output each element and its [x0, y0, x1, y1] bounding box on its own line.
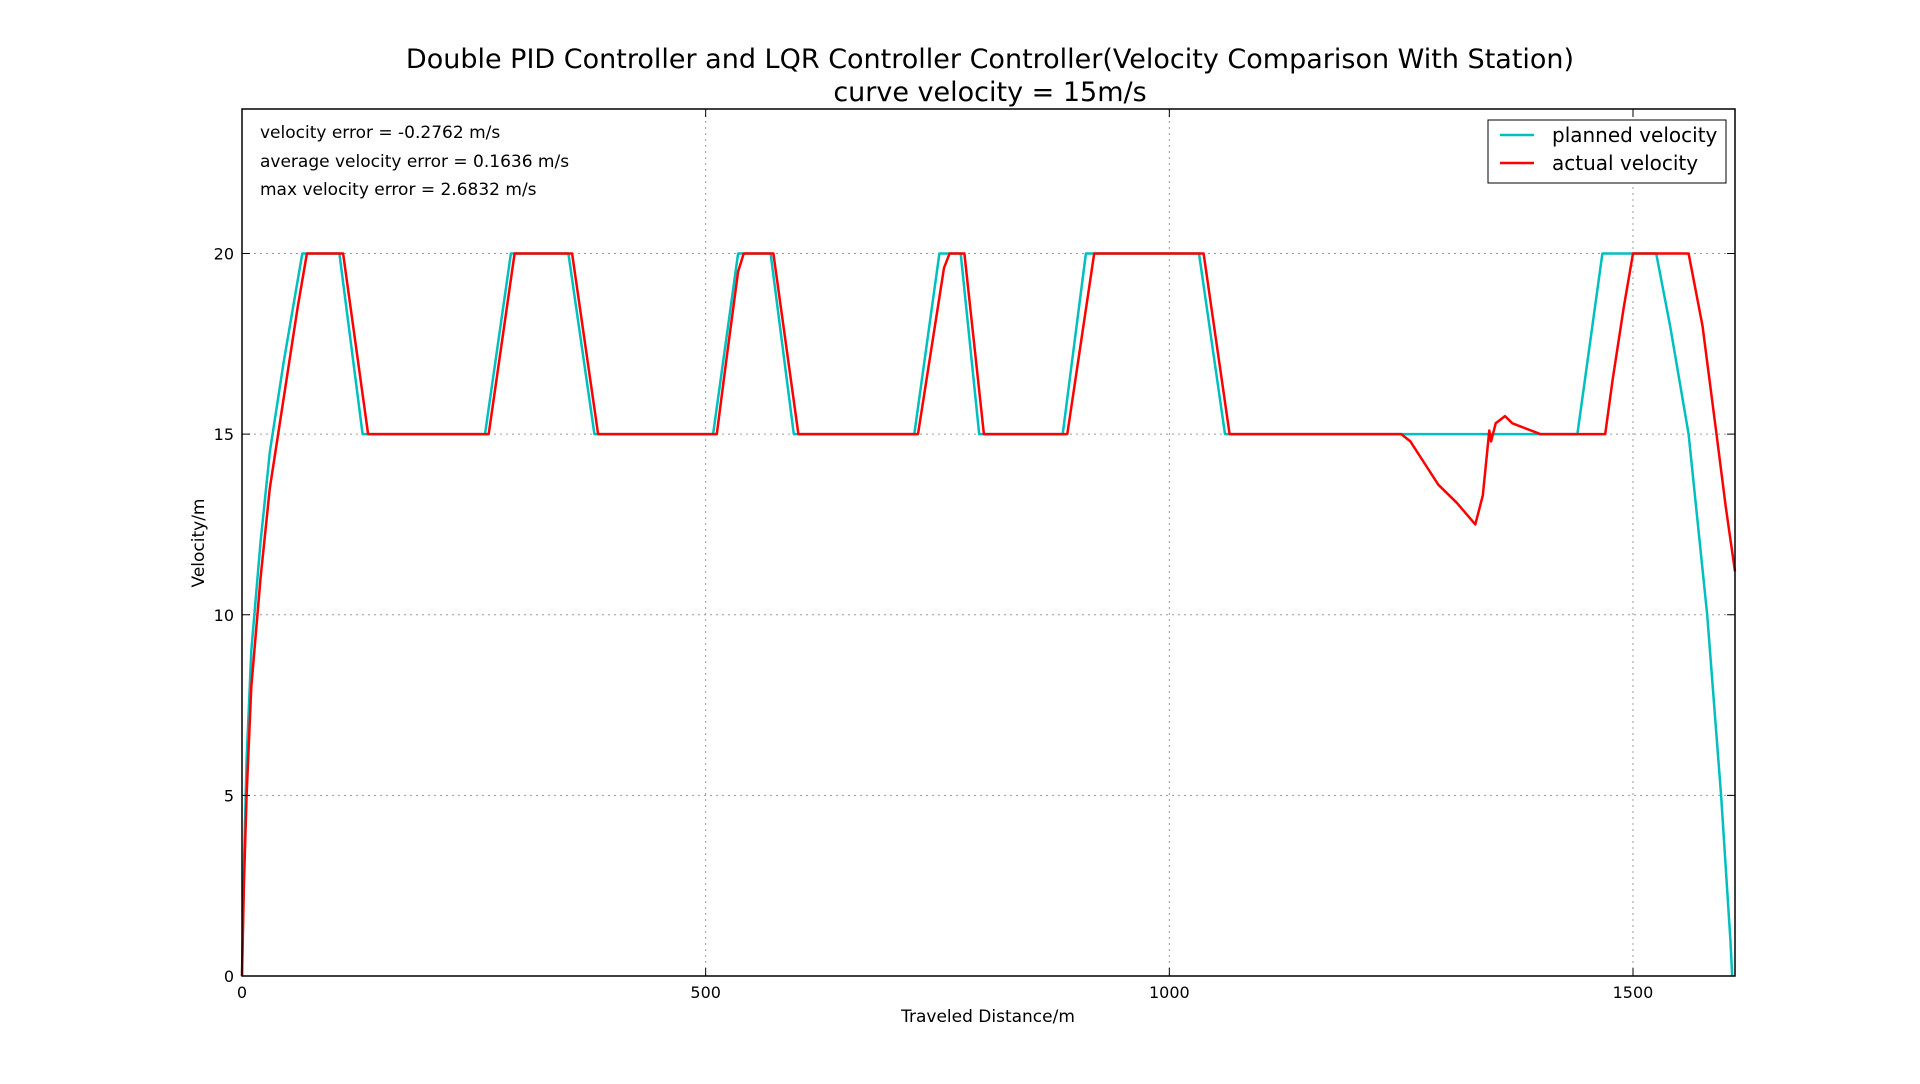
y-tick-label: 0 — [224, 967, 234, 986]
series-layer — [240, 252, 1737, 977]
y-tick-label: 15 — [214, 425, 234, 444]
y-axis-label: Velocity/m — [189, 499, 209, 588]
x-tick-label: 500 — [690, 983, 721, 1002]
chart-title: Double PID Controller and LQR Controller… — [406, 44, 1574, 75]
y-tick-label: 20 — [214, 245, 234, 264]
legend-label-planned-velocity: planned velocity — [1552, 123, 1718, 147]
annotation-max-velocity-error: max velocity error = 2.6832 m/s — [260, 180, 537, 200]
error-annotations: velocity error = -0.2762 m/s average vel… — [260, 123, 569, 200]
grid-lines — [241, 109, 1735, 977]
annotation-velocity-error: velocity error = -0.2762 m/s — [260, 123, 500, 143]
axis-ticks: 0 500 1000 1500 0 5 10 15 20 — [214, 109, 1735, 1002]
plot-frame — [241, 108, 1736, 977]
y-tick-label: 5 — [224, 786, 234, 805]
legend-label-actual-velocity: actual velocity — [1552, 151, 1698, 175]
series-line-actual-velocity — [240, 252, 1737, 977]
x-tick-label: 1000 — [1149, 983, 1190, 1002]
x-axis-label: Traveled Distance/m — [900, 1007, 1075, 1027]
y-tick-label: 10 — [214, 606, 234, 625]
legend: planned velocity actual velocity — [1487, 119, 1727, 184]
legend-box — [1487, 119, 1727, 184]
x-tick-label: 1500 — [1613, 983, 1654, 1002]
x-tick-label: 0 — [237, 983, 247, 1002]
annotation-average-velocity-error: average velocity error = 0.1636 m/s — [260, 152, 569, 172]
chart-subtitle: curve velocity = 15m/s — [833, 77, 1146, 108]
